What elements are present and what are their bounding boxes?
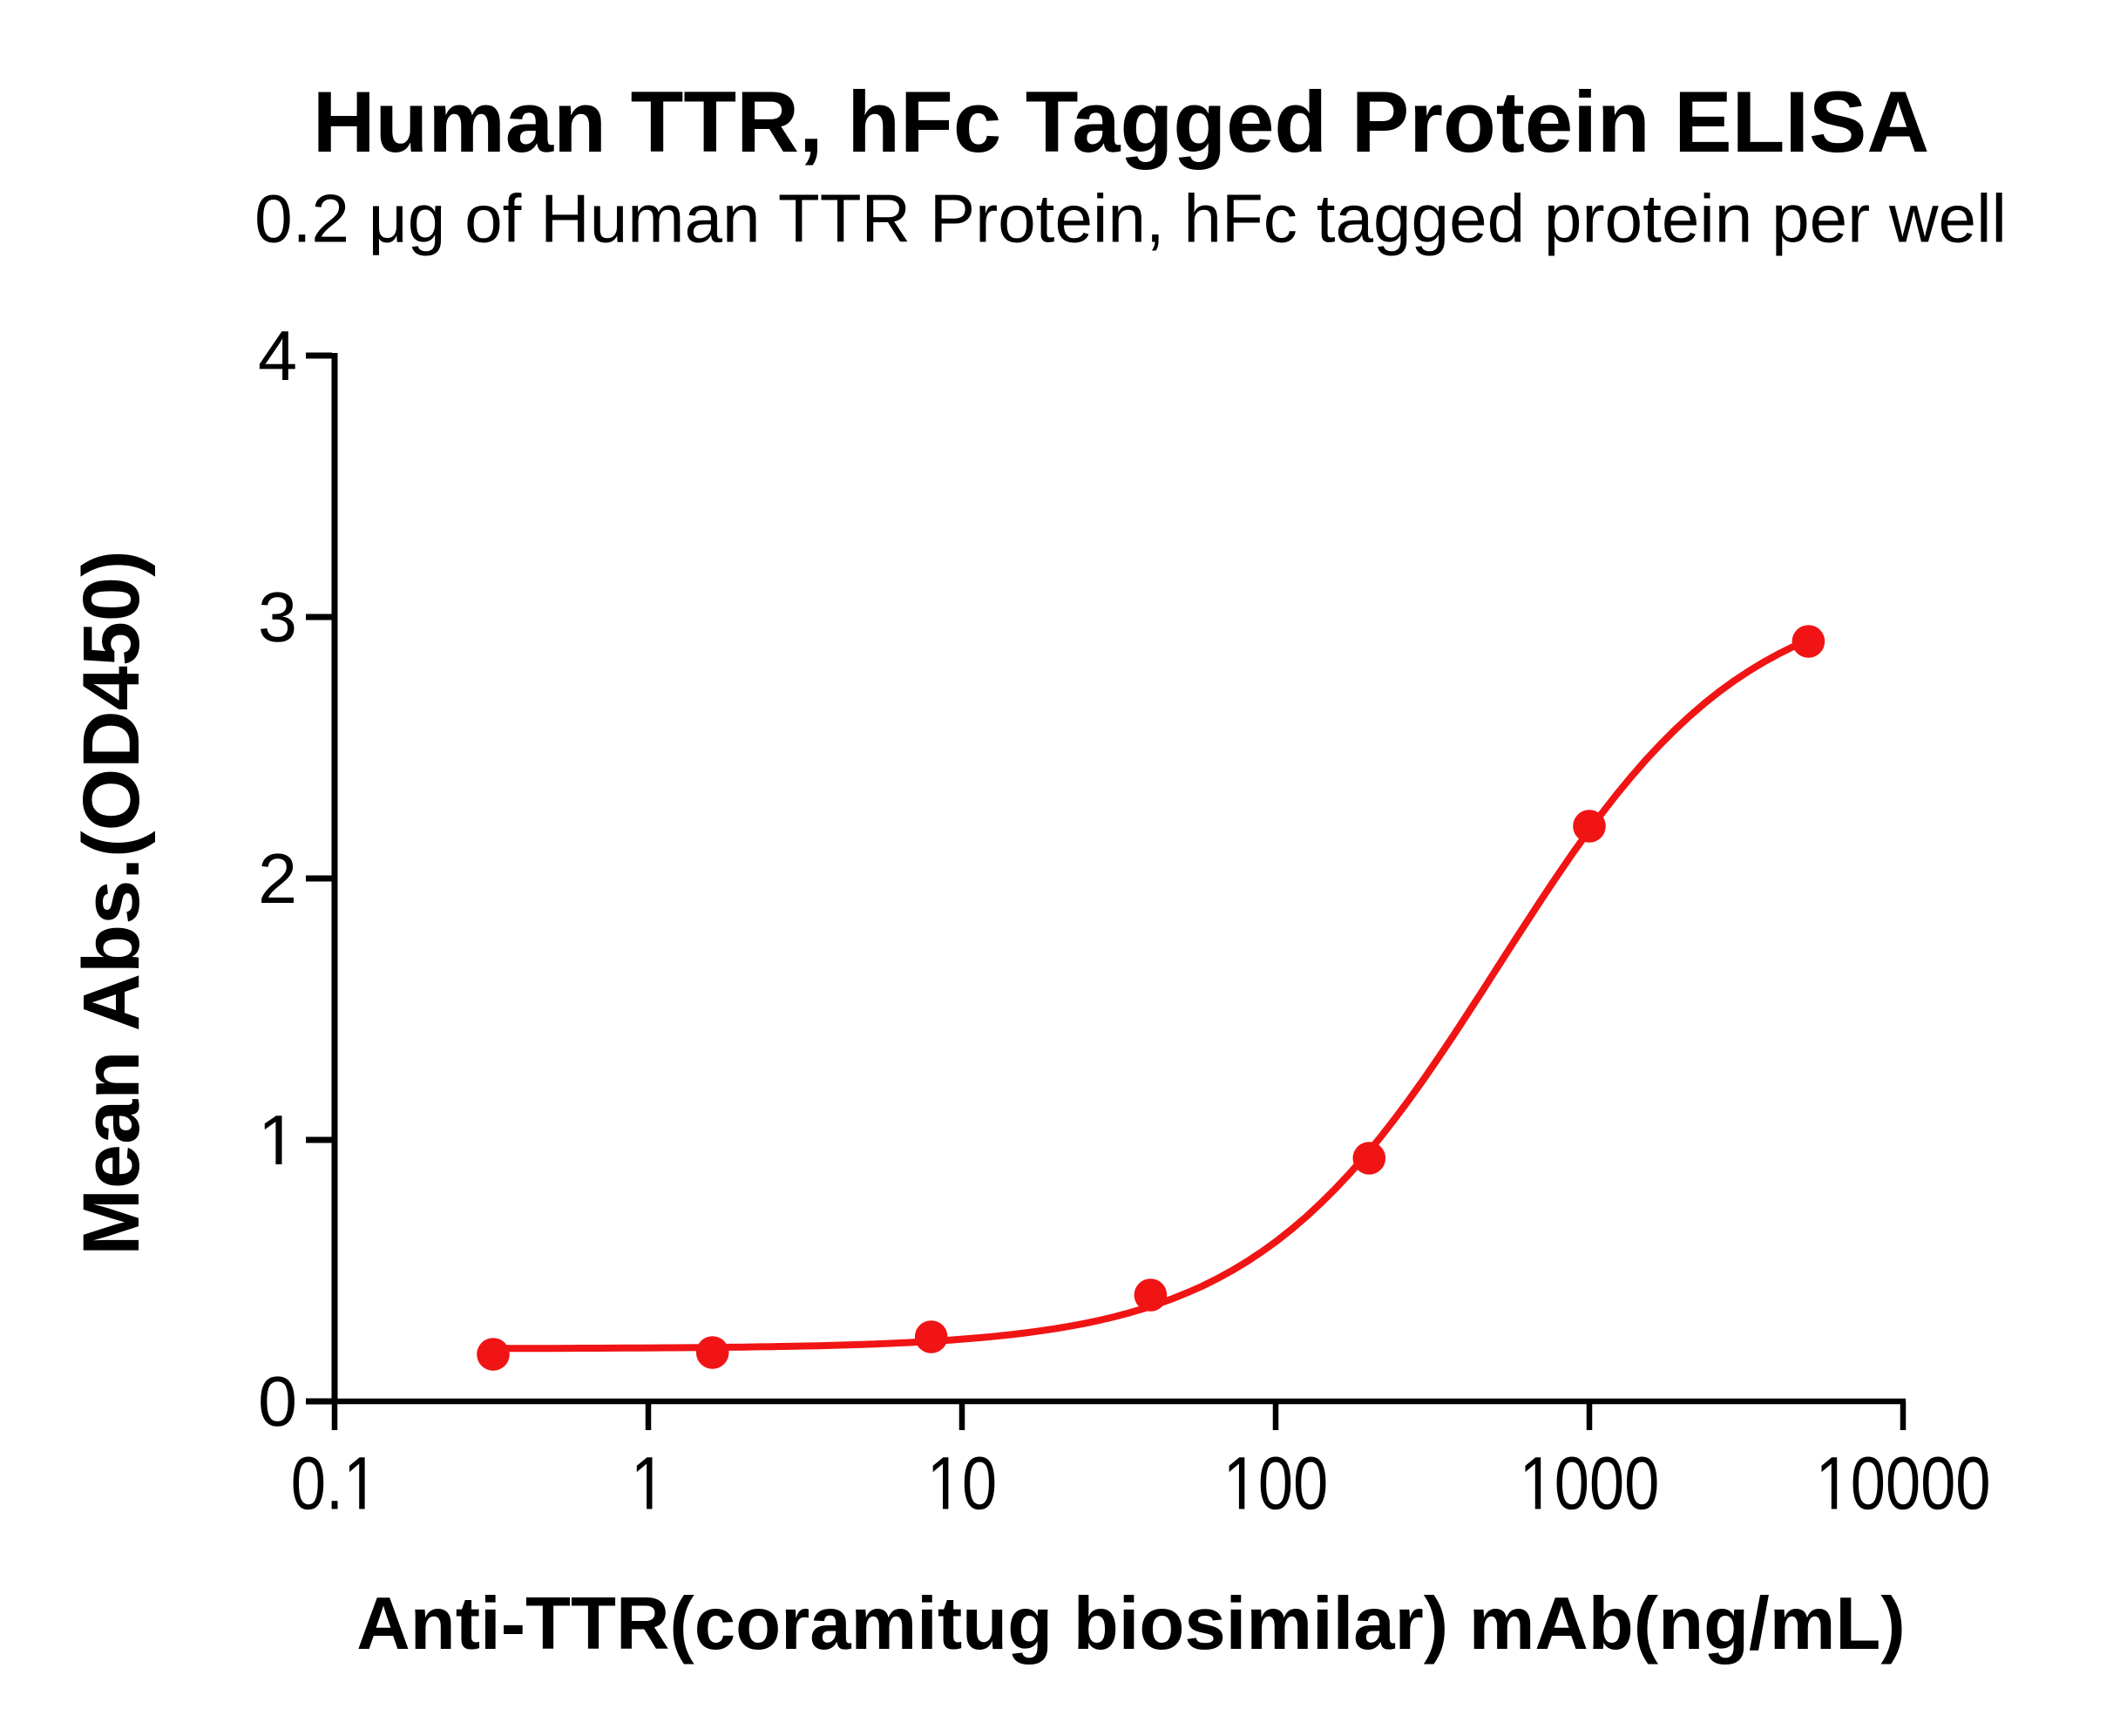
svg-text:Mean Abs.(OD450): Mean Abs.(OD450) — [67, 550, 156, 1255]
svg-text:Human TTR, hFc Tagged Protein: Human TTR, hFc Tagged Protein ELISA — [313, 74, 1930, 171]
svg-text:0.2 μg of Human TTR Protein, h: 0.2 μg of Human TTR Protein, hFc tagged … — [254, 180, 2007, 257]
svg-text:Anti-TTR(coramitug biosimilar): Anti-TTR(coramitug biosimilar) mAb(ng/mL… — [356, 1583, 1905, 1665]
